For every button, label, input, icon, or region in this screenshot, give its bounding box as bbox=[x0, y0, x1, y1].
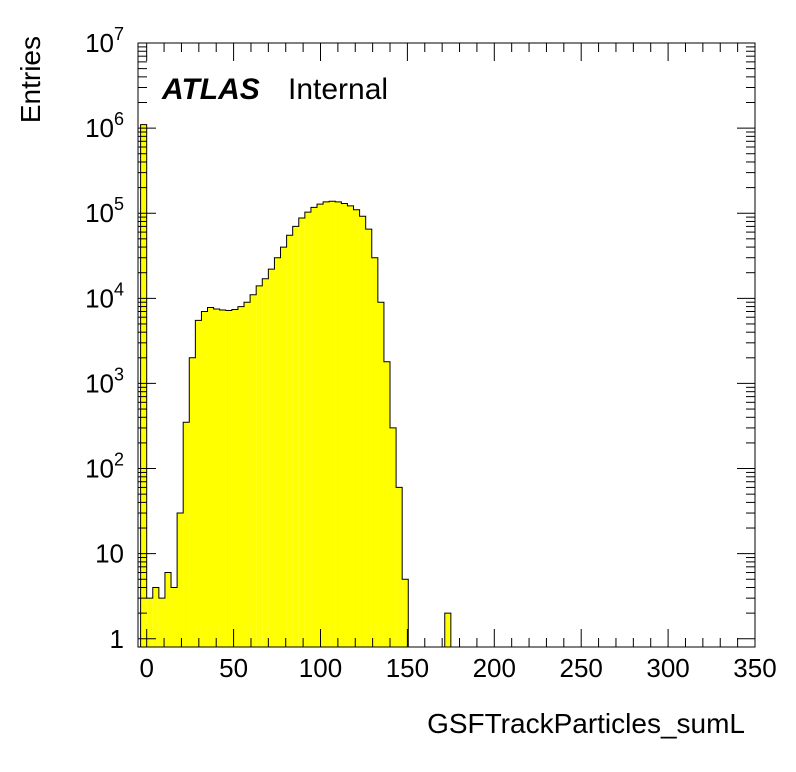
histogram-bar bbox=[298, 217, 305, 647]
x-tick-label: 100 bbox=[299, 653, 342, 683]
histogram-bar bbox=[140, 124, 147, 647]
histogram-bar bbox=[292, 226, 299, 647]
x-axis-label: GSFTrackParticles_sumL bbox=[427, 708, 745, 739]
histogram-bar bbox=[353, 209, 360, 648]
histogram-bar bbox=[390, 427, 397, 647]
histogram-bar bbox=[365, 229, 372, 647]
x-tick-label: 50 bbox=[219, 653, 248, 683]
internal-label: Internal bbox=[288, 73, 388, 106]
histogram-bar bbox=[177, 513, 184, 647]
x-tick-label: 250 bbox=[560, 653, 603, 683]
y-axis-label: Entries bbox=[15, 36, 46, 123]
histogram-bar bbox=[152, 587, 159, 647]
histogram-bar bbox=[256, 285, 263, 647]
histogram-bar bbox=[402, 579, 409, 647]
histogram-bar bbox=[146, 598, 153, 647]
histogram-bars bbox=[140, 124, 457, 648]
histogram-bar bbox=[359, 216, 366, 647]
y-tick-label: 107 bbox=[85, 24, 124, 58]
x-tick-label: 350 bbox=[733, 653, 776, 683]
x-tick-labels: 0 50 100 150 200 250 300 350 bbox=[139, 653, 776, 683]
axis-ticks bbox=[138, 42, 756, 647]
histogram-bar bbox=[219, 309, 226, 647]
histogram-bar bbox=[347, 205, 354, 647]
histogram-bar bbox=[213, 308, 220, 647]
histogram-bar bbox=[189, 357, 196, 647]
histogram-bar bbox=[286, 235, 293, 647]
histogram-bar bbox=[317, 204, 324, 647]
y-tick-label: 105 bbox=[85, 194, 124, 228]
histogram-bar bbox=[225, 310, 232, 647]
x-tick-label: 0 bbox=[139, 653, 153, 683]
histogram-bar bbox=[207, 307, 214, 647]
histogram-bar bbox=[274, 257, 281, 647]
y-tick-label: 1 bbox=[110, 624, 124, 654]
y-tick-label: 103 bbox=[85, 364, 124, 398]
y-tick-labels: 1 10 102 103 104 105 106 107 bbox=[85, 24, 124, 654]
histogram-bar bbox=[396, 487, 403, 647]
histogram-bar bbox=[231, 309, 238, 647]
histogram-bar bbox=[383, 361, 391, 647]
histogram-bar bbox=[195, 320, 202, 647]
histogram-bar bbox=[310, 207, 318, 647]
histogram-bar bbox=[280, 247, 287, 648]
histogram-bar bbox=[171, 587, 178, 647]
x-tick-label: 200 bbox=[473, 653, 516, 683]
histogram-bar bbox=[323, 201, 330, 647]
histogram-bar bbox=[237, 306, 245, 647]
histogram-bar bbox=[164, 572, 172, 647]
y-tick-label: 10 bbox=[95, 539, 124, 569]
histogram-bar bbox=[250, 294, 257, 647]
histogram-bar bbox=[341, 203, 348, 647]
histogram-outline bbox=[140, 124, 457, 648]
atlas-label: ATLAS bbox=[161, 73, 260, 106]
histogram-bar bbox=[201, 311, 208, 647]
y-tick-label: 104 bbox=[85, 279, 124, 313]
histogram-bar bbox=[335, 201, 342, 647]
x-tick-label: 150 bbox=[386, 653, 429, 683]
y-tick-label: 106 bbox=[85, 109, 124, 143]
histogram-bar bbox=[371, 257, 378, 647]
histogram-bar bbox=[262, 278, 269, 647]
histogram-bar bbox=[244, 302, 251, 647]
y-tick-label: 102 bbox=[85, 450, 124, 484]
x-tick-label: 300 bbox=[646, 653, 689, 683]
histogram-bar bbox=[304, 212, 311, 647]
histogram-bar bbox=[183, 422, 190, 647]
histogram-bar bbox=[268, 269, 275, 647]
histogram-bar bbox=[444, 613, 451, 647]
plot-frame bbox=[137, 42, 756, 648]
histogram-bar bbox=[377, 302, 384, 647]
histogram-bar bbox=[329, 201, 336, 647]
histogram-bar bbox=[158, 598, 165, 647]
